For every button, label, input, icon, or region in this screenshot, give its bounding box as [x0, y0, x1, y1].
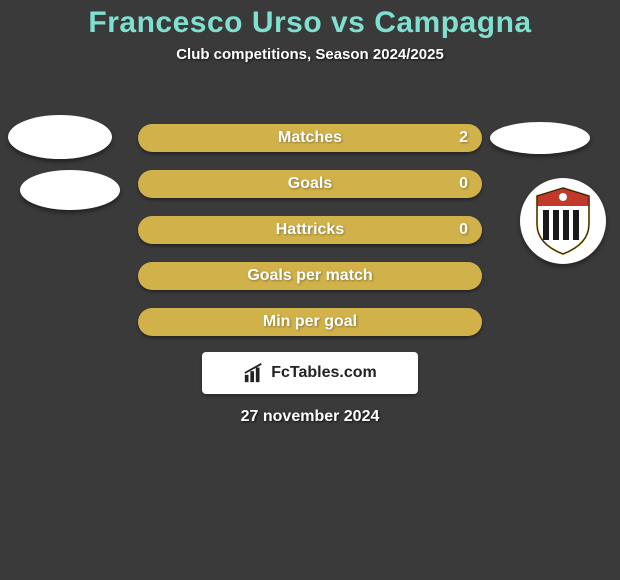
stat-bar-value: 0	[459, 175, 468, 193]
team-crest-right	[520, 178, 606, 264]
stat-bar-label: Goals per match	[247, 267, 372, 285]
stat-bar: Goals per match	[138, 262, 482, 290]
stat-bar-value: 0	[459, 221, 468, 239]
shield-icon	[533, 186, 593, 256]
stat-bar: Goals 0	[138, 170, 482, 198]
bar-chart-icon	[243, 362, 265, 384]
player-avatar-left-1	[8, 115, 112, 159]
subtitle: Club competitions, Season 2024/2025	[0, 46, 620, 63]
stat-bar-label: Matches	[278, 129, 342, 147]
stat-bar-label: Goals	[288, 175, 332, 193]
player-avatar-right-1	[490, 122, 590, 154]
brand-text: FcTables.com	[271, 364, 377, 382]
brand-box: FcTables.com	[202, 352, 418, 394]
stat-bar: Hattricks 0	[138, 216, 482, 244]
stat-bar-value: 2	[459, 129, 468, 147]
stat-bar: Min per goal	[138, 308, 482, 336]
player-avatar-left-2	[20, 170, 120, 210]
stat-bar: Matches 2	[138, 124, 482, 152]
generated-date: 27 november 2024	[0, 408, 620, 426]
stat-bar-label: Hattricks	[276, 221, 344, 239]
comparison-card: Francesco Urso vs Campagna Club competit…	[0, 0, 620, 580]
stat-bars: Matches 2 Goals 0 Hattricks 0 Goals per match M…	[138, 124, 482, 354]
page-title: Francesco Urso vs Campagna	[0, 0, 620, 40]
stat-bar-label: Min per goal	[263, 313, 357, 331]
